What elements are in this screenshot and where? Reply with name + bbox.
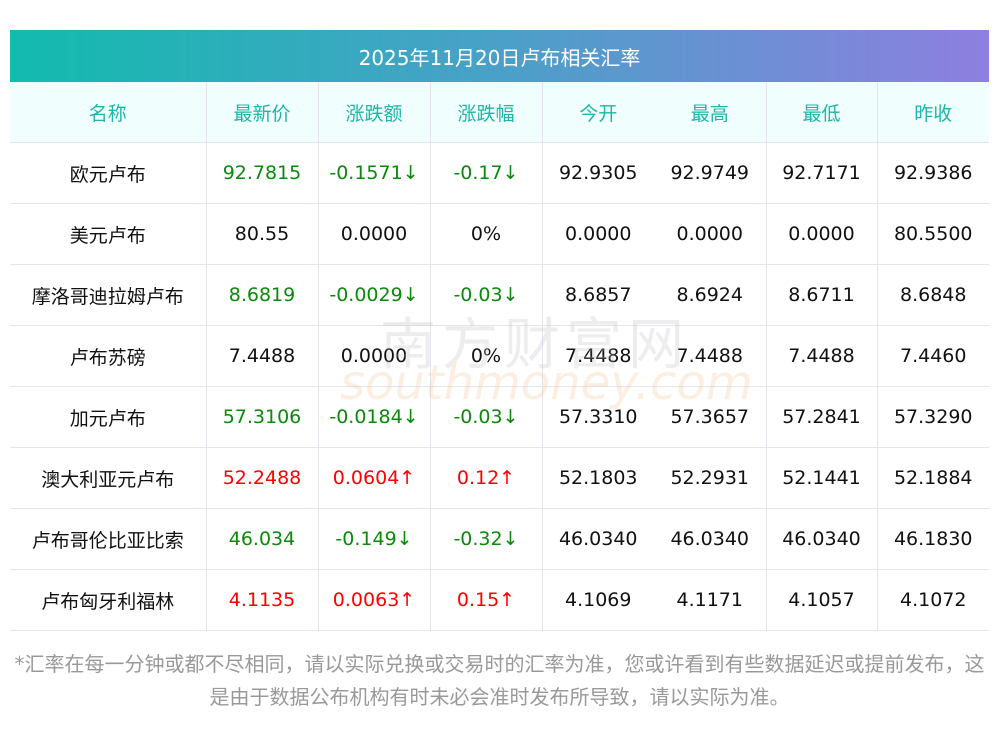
cell-change: 0.0604↑ (318, 447, 431, 509)
cell-open: 46.0340 (542, 508, 654, 570)
cell-high: 46.0340 (654, 508, 767, 570)
cell-latest: 4.1135 (206, 569, 319, 631)
table-row: 卢布匈牙利福林 4.1135 0.0063↑ 0.15↑ 4.1069 4.1171 4.1… (10, 569, 989, 631)
cell-change: 0.0000 (318, 203, 431, 265)
cell-latest: 52.2488 (206, 447, 319, 509)
cell-open: 57.3310 (542, 386, 654, 448)
cell-pct: 0.15↑ (430, 569, 543, 631)
cell-prev: 57.3290 (877, 386, 989, 448)
cell-pct: -0.03↓ (430, 264, 543, 326)
cell-low: 4.1057 (766, 569, 878, 631)
table-row: 摩洛哥迪拉姆卢布 8.6819 -0.0029↓ -0.03↓ 8.6857 8.6924… (10, 264, 989, 326)
cell-low: 8.6711 (766, 264, 878, 326)
cell-high: 92.9749 (654, 142, 767, 204)
cell-high: 52.2931 (654, 447, 767, 509)
header-row: 名称 最新价 涨跌额 涨跌幅 今开 最高 最低 昨收 (10, 82, 989, 143)
cell-prev: 4.1072 (877, 569, 989, 631)
cell-name: 卢布匈牙利福林 (10, 569, 207, 631)
cell-pct: 0% (430, 325, 543, 387)
cell-latest: 8.6819 (206, 264, 319, 326)
cell-prev: 7.4460 (877, 325, 989, 387)
cell-name: 加元卢布 (10, 386, 207, 448)
cell-high: 7.4488 (654, 325, 767, 387)
table-row: 澳大利亚元卢布 52.2488 0.0604↑ 0.12↑ 52.1803 52.2931… (10, 447, 989, 509)
cell-latest: 46.034 (206, 508, 319, 570)
cell-open: 8.6857 (542, 264, 654, 326)
cell-name: 卢布苏磅 (10, 325, 207, 387)
cell-name: 澳大利亚元卢布 (10, 447, 207, 509)
cell-open: 7.4488 (542, 325, 654, 387)
cell-low: 46.0340 (766, 508, 878, 570)
table-row: 卢布苏磅 7.4488 0.0000 0% 7.4488 7.4488 7.4488 7.44… (10, 325, 989, 387)
cell-pct: 0% (430, 203, 543, 265)
cell-low: 0.0000 (766, 203, 878, 265)
cell-latest: 57.3106 (206, 386, 319, 448)
cell-low: 52.1441 (766, 447, 878, 509)
col-open: 今开 (542, 82, 654, 143)
cell-high: 57.3657 (654, 386, 767, 448)
cell-open: 92.9305 (542, 142, 654, 204)
cell-high: 8.6924 (654, 264, 767, 326)
cell-low: 7.4488 (766, 325, 878, 387)
cell-change: 0.0000 (318, 325, 431, 387)
table-row: 欧元卢布 92.7815 -0.1571↓ -0.17↓ 92.9305 92.9749 9… (10, 142, 989, 204)
cell-pct: -0.03↓ (430, 386, 543, 448)
cell-prev: 46.1830 (877, 508, 989, 570)
cell-pct: -0.17↓ (430, 142, 543, 204)
table-row: 美元卢布 80.55 0.0000 0% 0.0000 0.0000 0.0000 80.55… (10, 203, 989, 265)
cell-latest: 92.7815 (206, 142, 319, 204)
col-latest: 最新价 (206, 82, 319, 143)
col-high: 最高 (654, 82, 767, 143)
col-name: 名称 (10, 82, 207, 143)
cell-latest: 7.4488 (206, 325, 319, 387)
cell-high: 4.1171 (654, 569, 767, 631)
cell-low: 92.7171 (766, 142, 878, 204)
cell-change: -0.149↓ (318, 508, 431, 570)
cell-name: 美元卢布 (10, 203, 207, 265)
cell-change: 0.0063↑ (318, 569, 431, 631)
cell-low: 57.2841 (766, 386, 878, 448)
col-change: 涨跌额 (318, 82, 431, 143)
cell-open: 52.1803 (542, 447, 654, 509)
cell-pct: 0.12↑ (430, 447, 543, 509)
cell-change: -0.0029↓ (318, 264, 431, 326)
cell-latest: 80.55 (206, 203, 319, 265)
cell-open: 0.0000 (542, 203, 654, 265)
exchange-rate-table: 名称 最新价 涨跌额 涨跌幅 今开 最高 最低 昨收 欧元卢布 92.7815 -0… (10, 82, 989, 631)
cell-open: 4.1069 (542, 569, 654, 631)
cell-prev: 52.1884 (877, 447, 989, 509)
table-row: 卢布哥伦比亚比索 46.034 -0.149↓ -0.32↓ 46.0340 46.034… (10, 508, 989, 570)
disclaimer-note: *汇率在每一分钟或都不尽相同，请以实际兑换或交易时的汇率为准，您或许看到有些数据… (14, 652, 985, 709)
cell-change: -0.0184↓ (318, 386, 431, 448)
cell-prev: 80.5500 (877, 203, 989, 265)
table-title: 2025年11月20日卢布相关汇率 (10, 30, 989, 82)
cell-change: -0.1571↓ (318, 142, 431, 204)
col-prev: 昨收 (877, 82, 989, 143)
cell-name: 欧元卢布 (10, 142, 207, 204)
cell-pct: -0.32↓ (430, 508, 543, 570)
col-pct: 涨跌幅 (430, 82, 543, 143)
col-low: 最低 (766, 82, 878, 143)
cell-prev: 92.9386 (877, 142, 989, 204)
table-row: 加元卢布 57.3106 -0.0184↓ -0.03↓ 57.3310 57.3657 5… (10, 386, 989, 448)
cell-name: 卢布哥伦比亚比索 (10, 508, 207, 570)
cell-high: 0.0000 (654, 203, 767, 265)
cell-name: 摩洛哥迪拉姆卢布 (10, 264, 207, 326)
cell-prev: 8.6848 (877, 264, 989, 326)
